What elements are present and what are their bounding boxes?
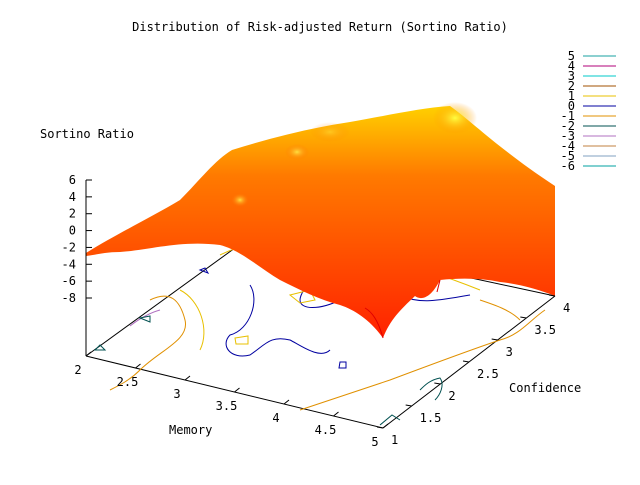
y-tick-mark: [434, 382, 441, 385]
x-tick-mark: [85, 351, 92, 357]
z-tick-label: -8: [62, 291, 76, 305]
y-tick-label: 1.5: [420, 411, 442, 425]
legend-label: -4: [561, 139, 575, 153]
z-tick-label: 2: [69, 207, 76, 221]
legend-label: 2: [568, 79, 575, 93]
z-tick-label: 4: [69, 190, 76, 204]
y-tick-label: 2: [448, 389, 455, 403]
y-tick-label: 1: [391, 433, 398, 447]
x-tick-label: 4.5: [315, 423, 337, 437]
x-tick-mark: [333, 411, 339, 417]
x-tick-mark: [283, 399, 290, 405]
x-tick-label: 5: [371, 435, 378, 449]
y-tick-mark: [376, 426, 384, 429]
y-tick-label: 4: [563, 301, 570, 315]
legend-label: -2: [561, 119, 575, 133]
z-tick-label: -2: [62, 240, 76, 254]
legend-label: -5: [561, 149, 575, 163]
y-tick-label: 2.5: [477, 367, 499, 381]
x-tick-label: 3.5: [216, 399, 238, 413]
legend-label: 1: [568, 89, 575, 103]
z-axis-label: Sortino Ratio: [40, 127, 134, 141]
z-tick-label: 6: [69, 173, 76, 187]
legend-label: 0: [568, 99, 575, 113]
z-tick-label: -6: [62, 274, 76, 288]
legend-label: -6: [561, 159, 575, 173]
y-tick-mark: [405, 404, 412, 407]
x-tick-mark: [382, 423, 389, 429]
x-tick-label: 2.5: [117, 375, 139, 389]
z-ticks: 6 4 2 0 -2 -4 -6 -8: [62, 173, 92, 305]
x-tick-mark: [135, 363, 141, 369]
y-tick-label: 3: [506, 345, 513, 359]
legend-label: -1: [561, 109, 575, 123]
surface-mesh: [86, 102, 555, 339]
chart-title: Distribution of Risk-adjusted Return (So…: [132, 20, 508, 34]
y-tick-mark: [520, 316, 527, 319]
y-tick-mark: [548, 294, 556, 297]
x-tick-label: 3: [173, 387, 180, 401]
y-axis-label: Confidence: [509, 381, 581, 395]
x-tick-label: 2: [74, 363, 81, 377]
y-tick-mark: [462, 360, 470, 363]
legend-label: -3: [561, 129, 575, 143]
x-ticks: 2 2.5 3 3.5 4 4.5 5: [74, 351, 389, 449]
z-tick-label: -4: [62, 257, 76, 271]
x-tick-mark: [184, 375, 191, 381]
x-tick-label: 4: [272, 411, 279, 425]
y-tick-label: 3.5: [534, 323, 556, 337]
y-ticks: 1 1.5 2 2.5 3 3.5 4: [376, 294, 570, 447]
legend-label: 4: [568, 59, 575, 73]
legend-label: 3: [568, 69, 575, 83]
y-tick-mark: [491, 338, 498, 341]
legend-label: 5: [568, 49, 575, 63]
z-tick-label: 0: [69, 224, 76, 238]
x-axis-label: Memory: [169, 423, 212, 437]
x-tick-mark: [234, 387, 240, 393]
